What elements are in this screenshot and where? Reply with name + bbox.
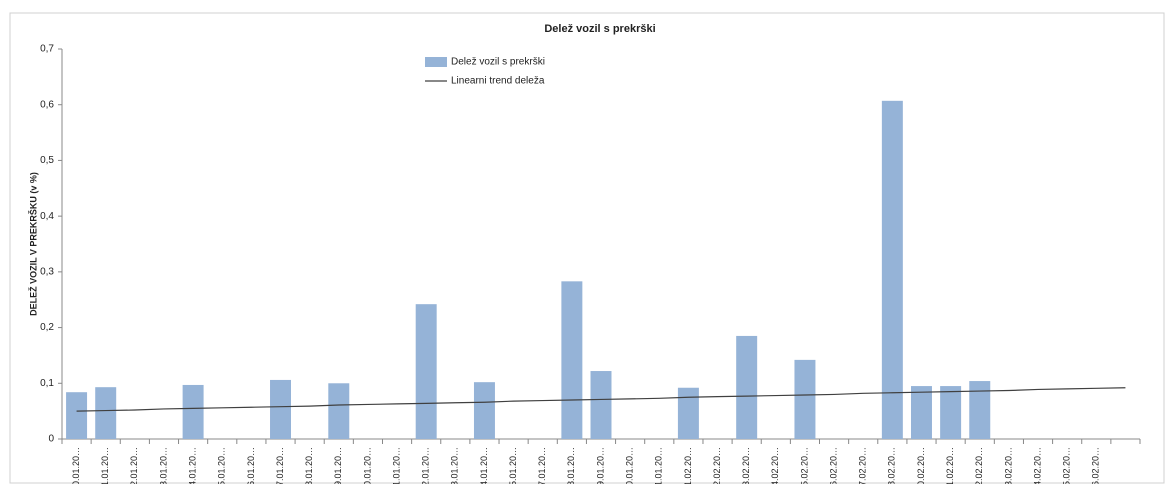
x-tick-label: 23.01.20… bbox=[450, 447, 460, 484]
x-tick-label: 03.02.20… bbox=[741, 447, 751, 484]
bar bbox=[66, 392, 88, 439]
bar bbox=[794, 359, 816, 439]
x-tick-label: 02.02.20… bbox=[712, 447, 722, 484]
x-tick-label: 27.01.20… bbox=[537, 447, 547, 484]
x-tick-label: 13.02.20… bbox=[1003, 447, 1013, 484]
x-tick-label: 16.01.20… bbox=[246, 447, 256, 484]
y-tick-label: 0,4 bbox=[40, 211, 54, 222]
x-tick-label: 12.01.20… bbox=[129, 447, 139, 484]
y-tick-label: 0,1 bbox=[40, 378, 54, 389]
trend-line bbox=[76, 387, 1126, 412]
bar bbox=[881, 100, 903, 440]
x-tick-label: 21.01.20… bbox=[391, 447, 401, 484]
x-tick-label: 13.01.20… bbox=[158, 447, 168, 484]
bar bbox=[677, 387, 699, 439]
x-tick-label: 07.02.20… bbox=[858, 447, 868, 484]
x-tick-label: 24.01.20… bbox=[479, 447, 489, 484]
bar bbox=[940, 386, 962, 439]
x-tick-label: 14.02.20… bbox=[1032, 447, 1042, 484]
y-tick-label: 0,7 bbox=[40, 44, 54, 55]
x-tick-label: 11.02.20… bbox=[945, 447, 955, 484]
y-tick-label: 0,6 bbox=[40, 99, 54, 110]
y-tick-label: 0,5 bbox=[40, 155, 54, 166]
x-tick-label: 25.01.20… bbox=[508, 447, 518, 484]
bar bbox=[590, 371, 612, 439]
bar bbox=[561, 281, 583, 439]
x-tick-label: 31.01.20… bbox=[654, 447, 664, 484]
x-tick-label: 29.01.20… bbox=[595, 447, 605, 484]
x-tick-label: 12.02.20… bbox=[974, 447, 984, 484]
x-tick-label: 14.01.20… bbox=[187, 447, 197, 484]
x-tick-label: 08.02.20… bbox=[887, 447, 897, 484]
bar bbox=[328, 383, 350, 439]
bar bbox=[969, 381, 991, 439]
legend-swatch bbox=[425, 57, 447, 67]
x-tick-label: 15.02.20… bbox=[1062, 447, 1072, 484]
x-tick-label: 30.01.20… bbox=[625, 447, 635, 484]
x-tick-label: 18.01.20… bbox=[304, 447, 314, 484]
x-tick-label: 19.01.20… bbox=[333, 447, 343, 484]
x-tick-label: 06.02.20… bbox=[828, 447, 838, 484]
legend-label: Linearni trend deleža bbox=[451, 76, 545, 87]
x-tick-label: 05.02.20… bbox=[799, 447, 809, 484]
x-tick-label: 11.01.20… bbox=[100, 447, 110, 484]
x-tick-label: 04.02.20… bbox=[770, 447, 780, 484]
x-tick-label: 28.01.20… bbox=[566, 447, 576, 484]
x-tick-label: 16.02.20… bbox=[1091, 447, 1101, 484]
bar bbox=[736, 335, 758, 439]
bar bbox=[95, 387, 117, 439]
x-tick-label: 15.01.20… bbox=[217, 447, 227, 484]
y-tick-label: 0,3 bbox=[40, 266, 54, 277]
y-tick-label: 0,2 bbox=[40, 322, 54, 333]
chart-title: Delež vozil s prekrški bbox=[544, 23, 655, 35]
x-tick-label: 01.02.20… bbox=[683, 447, 693, 484]
x-tick-label: 22.01.20… bbox=[421, 447, 431, 484]
bar bbox=[415, 304, 437, 439]
legend-label: Delež vozil s prekrški bbox=[451, 57, 545, 68]
x-tick-label: 10.02.20… bbox=[916, 447, 926, 484]
bar bbox=[182, 384, 204, 439]
y-tick-label: 0 bbox=[48, 434, 54, 445]
bar bbox=[910, 386, 932, 439]
x-tick-label: 20.01.20… bbox=[362, 447, 372, 484]
bar bbox=[473, 382, 495, 439]
x-tick-label: 10.01.20… bbox=[71, 447, 81, 484]
x-tick-label: 17.01.20… bbox=[275, 447, 285, 484]
y-axis-title: DELEŽ VOZIL V PREKRŠKU (v %) bbox=[27, 172, 38, 316]
bar bbox=[270, 379, 292, 439]
